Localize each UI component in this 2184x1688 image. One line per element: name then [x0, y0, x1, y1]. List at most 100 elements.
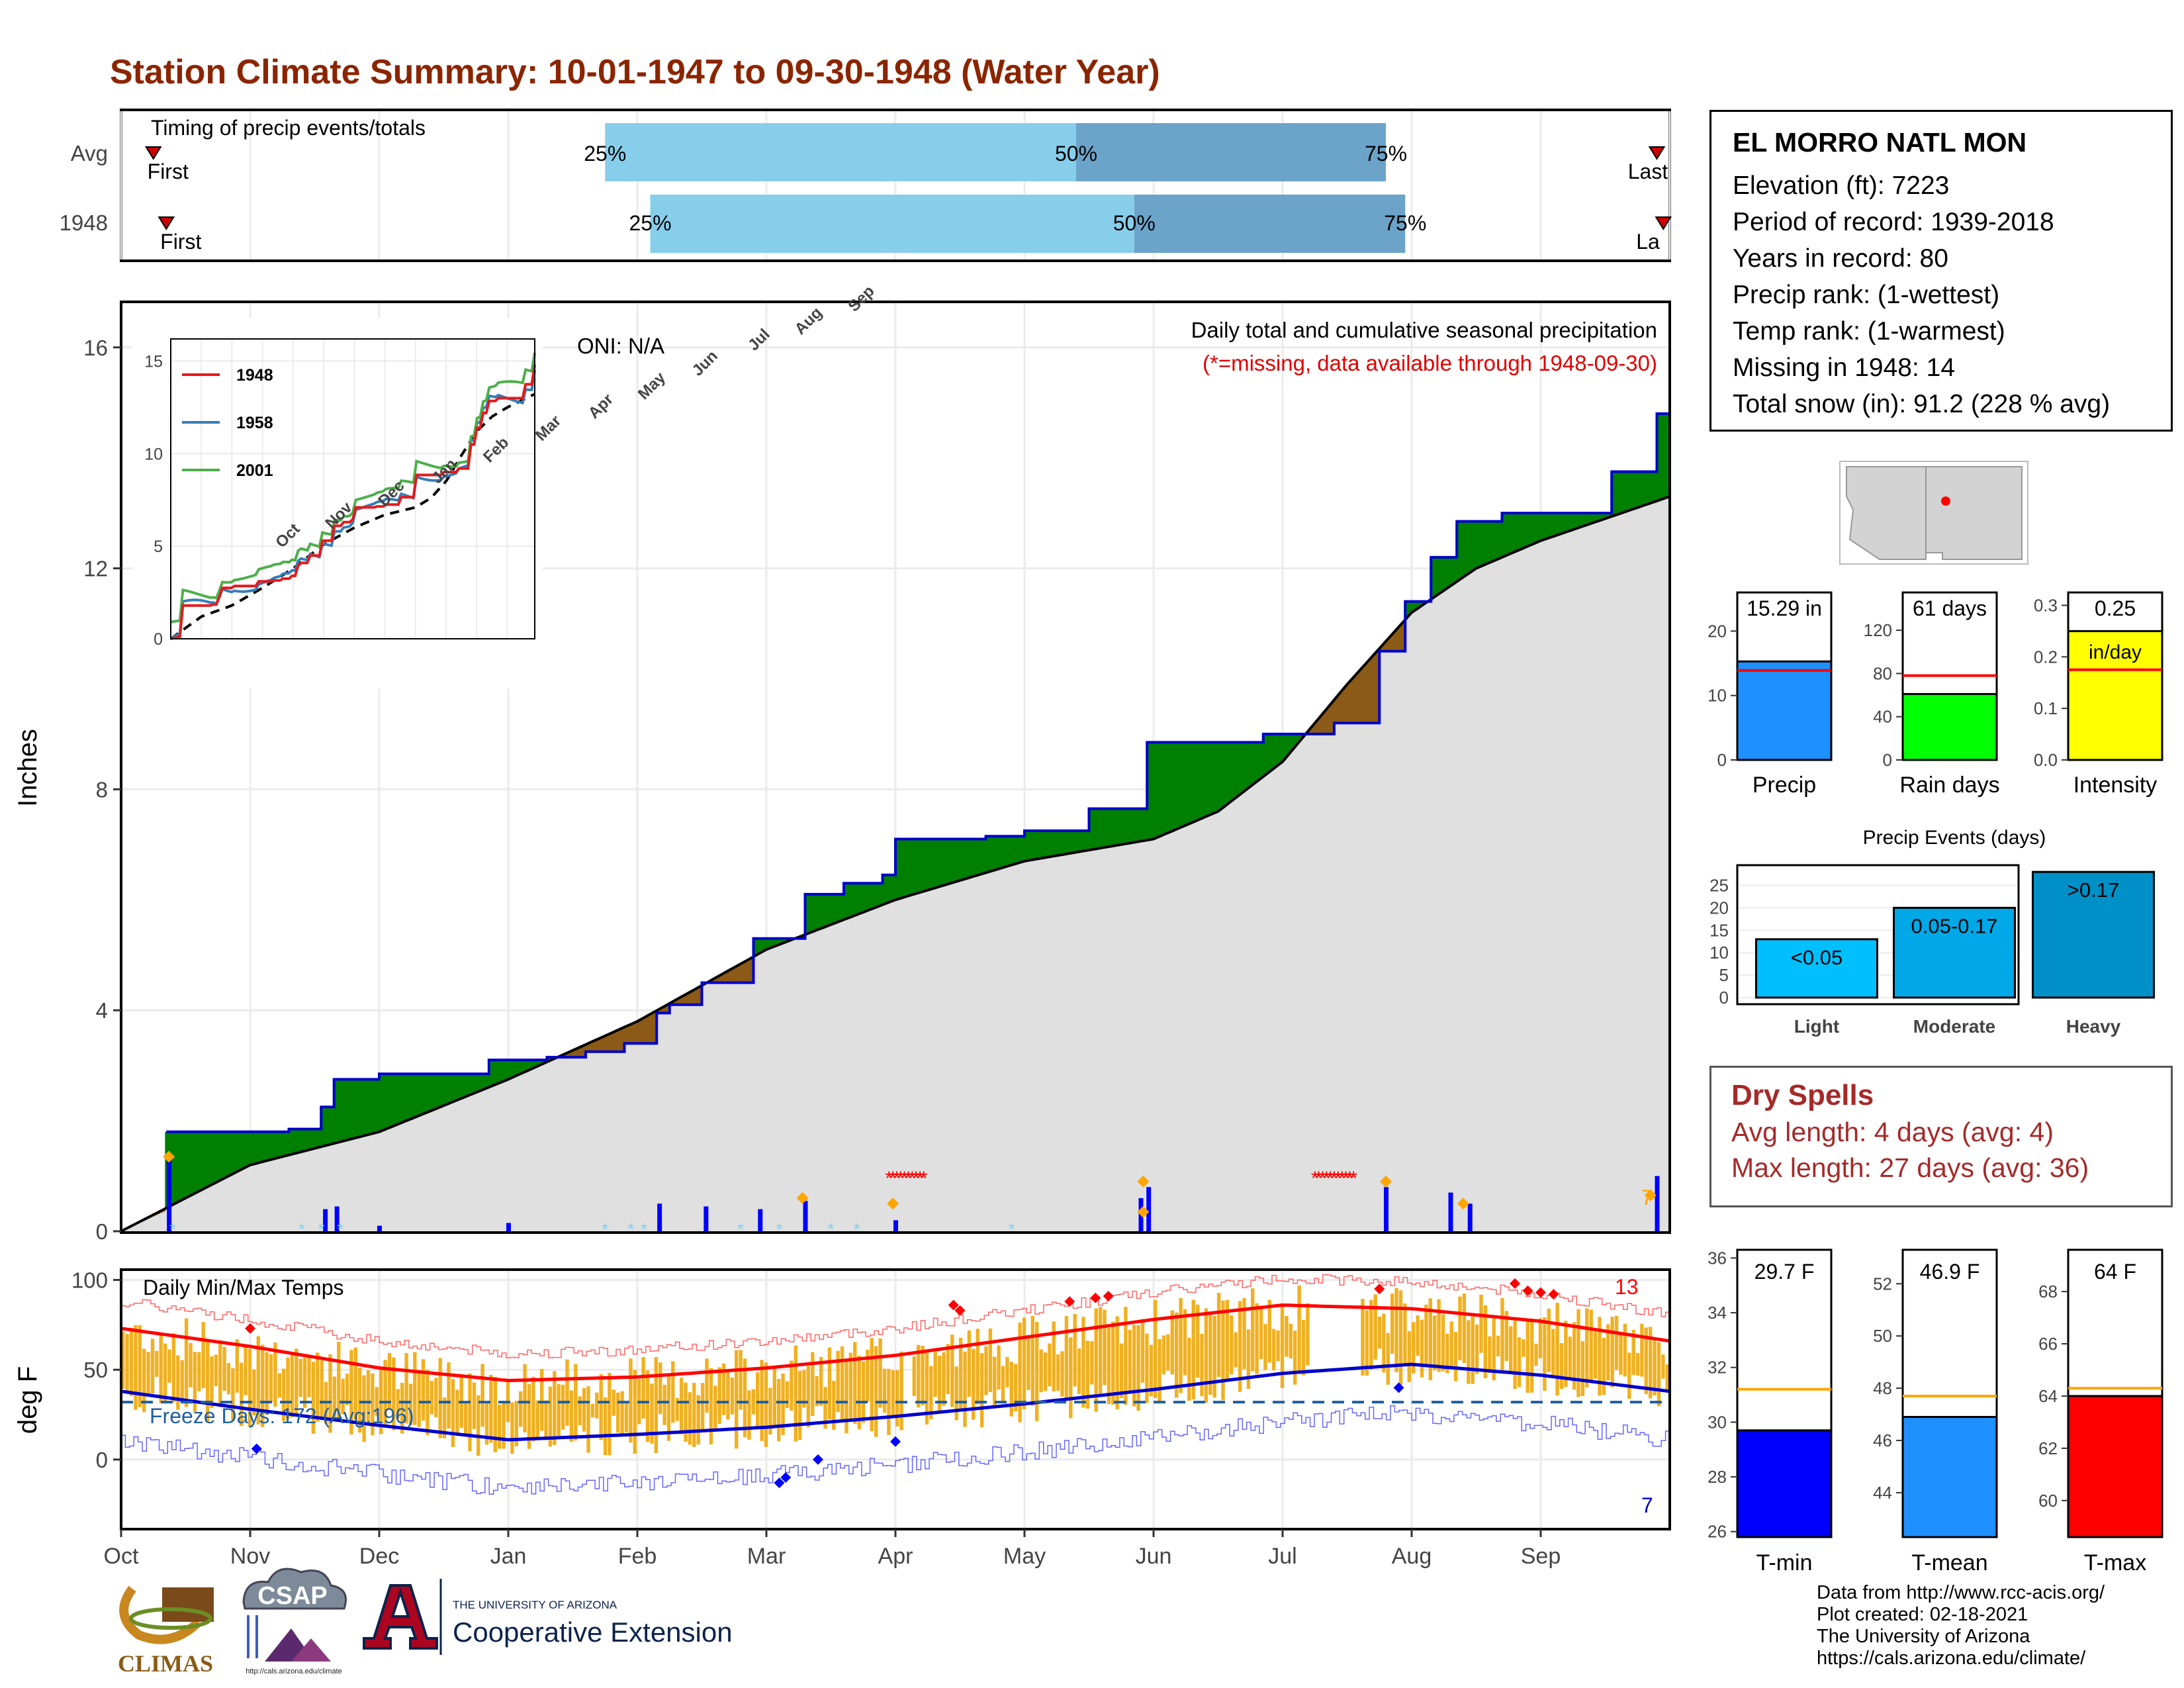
above-average-segment	[846, 883, 850, 919]
daily-temp-bar	[155, 1350, 159, 1377]
above-average-segment	[903, 839, 907, 898]
snow-marker: *	[827, 1219, 834, 1239]
timing-first-label: First	[160, 230, 201, 254]
above-average-segment	[1048, 831, 1051, 857]
daily-temp-bar	[1098, 1307, 1103, 1397]
above-average-segment	[908, 839, 911, 896]
above-average-segment	[322, 1107, 326, 1147]
inset-ytick-label: 0	[154, 630, 163, 649]
precip-corner-count: 7	[1641, 1186, 1653, 1209]
daily-temp-bar	[231, 1368, 235, 1421]
above-average-segment	[983, 839, 987, 873]
above-average-segment	[521, 1060, 524, 1073]
timing-p50-label: 50%	[1055, 142, 1097, 165]
daily-temp-bar	[353, 1347, 357, 1420]
daily-temp-bar	[252, 1369, 256, 1415]
above-average-segment	[443, 1074, 447, 1105]
above-average-segment	[818, 894, 821, 929]
above-average-segment	[1639, 471, 1642, 507]
below-average-segment	[578, 1047, 581, 1058]
above-average-segment	[1605, 513, 1608, 518]
daily-temp-bar	[823, 1387, 827, 1429]
above-average-segment	[1259, 742, 1263, 779]
daily-temp-bar	[963, 1351, 967, 1427]
daily-temp-bar	[688, 1392, 692, 1445]
inset-legend-label: 1948	[236, 366, 273, 385]
inset-line-1948	[170, 364, 536, 640]
above-average-segment	[1143, 808, 1146, 841]
above-average-segment	[454, 1074, 457, 1101]
daily-temp-bar	[1606, 1324, 1610, 1381]
above-average-segment	[1003, 836, 1007, 867]
temp-summary-tick-label: 64	[2038, 1386, 2058, 1406]
daily-temp-bar	[557, 1384, 561, 1436]
daily-temp-bar	[1195, 1304, 1200, 1378]
inset-ytick-label: 10	[144, 445, 163, 463]
above-average-segment	[936, 839, 940, 887]
above-average-segment	[944, 839, 948, 885]
below-average-segment	[572, 1049, 576, 1058]
daily-temp-bar	[1158, 1339, 1161, 1401]
dry-spells-title: Dry Spells	[1731, 1079, 1874, 1111]
daily-temp-bar	[603, 1397, 608, 1456]
daily-temp-bar	[1483, 1305, 1488, 1378]
above-average-segment	[1001, 836, 1005, 868]
precip-event-category: Moderate	[1913, 1016, 1995, 1037]
above-average-segment	[921, 839, 925, 892]
daily-temp-bar	[1132, 1325, 1136, 1407]
daily-temp-bar	[1183, 1309, 1187, 1376]
above-average-segment	[191, 1131, 194, 1195]
below-average-segment	[612, 1032, 615, 1052]
record-high-marker	[1064, 1296, 1075, 1307]
timing-bar-25-50	[605, 123, 1076, 181]
daily-temp-bar	[777, 1379, 781, 1442]
daily-temp-bar	[861, 1361, 866, 1423]
daily-temp-bar	[125, 1334, 129, 1392]
above-average-segment	[475, 1074, 478, 1093]
daily-temp-bar	[764, 1362, 768, 1447]
above-average-segment	[1037, 831, 1040, 859]
daily-temp-bar	[760, 1360, 764, 1441]
below-average-segment	[1388, 637, 1392, 651]
above-average-segment	[461, 1074, 465, 1098]
above-average-segment	[970, 839, 974, 877]
above-average-segment	[1649, 471, 1653, 504]
daily-temp-bar	[684, 1382, 688, 1442]
above-average-segment	[1569, 513, 1572, 531]
above-average-segment	[1261, 733, 1265, 777]
above-average-segment	[957, 839, 961, 881]
daily-temp-bar	[1200, 1333, 1204, 1397]
daily-temp-bar	[1161, 1335, 1166, 1375]
daily-temp-bar	[1453, 1332, 1458, 1382]
above-average-segment	[379, 1074, 383, 1131]
below-average-segment	[733, 967, 736, 983]
missing-data-marker: *	[1322, 1168, 1330, 1190]
daily-temp-bar	[430, 1381, 434, 1415]
below-average-segment	[1360, 669, 1363, 724]
above-average-segment	[880, 883, 884, 906]
missing-data-marker: *	[1346, 1168, 1354, 1190]
timing-p25-label: 25%	[629, 211, 671, 235]
above-average-segment	[180, 1131, 184, 1200]
above-average-segment	[851, 883, 855, 917]
summary-bar-value-label: 15.29 in	[1747, 596, 1822, 620]
precip-event-range: >0.17	[2068, 878, 2119, 902]
daily-temp-bar	[1187, 1338, 1191, 1401]
above-average-segment	[1187, 742, 1191, 824]
daily-temp-bar	[1052, 1321, 1056, 1391]
station-total-snow: Total snow (in): 91.2 (228 % avg)	[1733, 390, 2111, 418]
above-average-segment	[1215, 742, 1219, 812]
ua-logo: THE UNIVERSITY OF ARIZONA Cooperative Ex…	[363, 1579, 733, 1655]
above-average-segment	[1083, 831, 1087, 851]
above-average-segment	[1022, 836, 1025, 862]
ua-big-text: Cooperative Extension	[453, 1617, 733, 1648]
missing-data-marker: *	[1338, 1168, 1346, 1190]
snow-marker: *	[318, 1219, 324, 1239]
daily-temp-bar	[1441, 1314, 1445, 1372]
station-elevation: Elevation (ft): 7223	[1733, 171, 1950, 200]
daily-temp-bar	[261, 1344, 265, 1427]
daily-temp-bar	[1022, 1317, 1026, 1409]
daily-temp-bar	[993, 1356, 997, 1407]
below-average-segment	[604, 1035, 607, 1052]
above-average-segment	[885, 874, 888, 904]
